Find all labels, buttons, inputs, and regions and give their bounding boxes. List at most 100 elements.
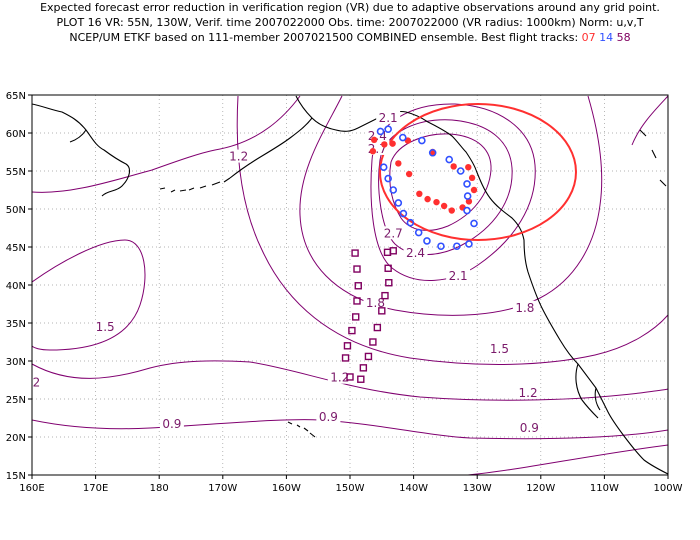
track-point-58 [357, 375, 365, 383]
track-point-14 [414, 228, 423, 237]
track-point-14 [470, 219, 478, 228]
track-point-07 [424, 195, 431, 203]
track-point-14 [384, 174, 392, 183]
track-point-14 [376, 127, 385, 136]
track-point-58 [348, 326, 356, 335]
contour-0-6 [467, 444, 668, 475]
contour-label-bg [381, 226, 406, 240]
y-tick-label: 60N [6, 129, 26, 140]
track-id-07: 07 [581, 31, 596, 44]
contour-1-5-right [236, 95, 668, 365]
track-point-14 [389, 186, 398, 194]
y-tick-label: 35N [6, 319, 26, 330]
track-point-07 [470, 186, 478, 194]
track-point-07 [450, 163, 457, 170]
track-point-58 [373, 323, 382, 332]
contour-2-1 [370, 103, 536, 281]
x-tick-label: 110W [590, 483, 619, 494]
contour-label-bg [226, 149, 251, 163]
track-point-58 [341, 354, 350, 362]
track-id-58: 58 [616, 31, 631, 44]
track-point-07 [465, 164, 472, 171]
contour-labels: 2.12.42.72.72.42.11.8 1.81.51.51.21.2 1.21… [32, 110, 542, 435]
track-id-14: 14 [599, 31, 614, 44]
track-point-07 [395, 160, 402, 167]
contour-2-7 [389, 133, 492, 231]
track-point-14 [463, 180, 471, 188]
track-point-07 [468, 174, 476, 182]
contour-lines [32, 95, 668, 475]
track-point-14 [428, 148, 437, 157]
contour-label: 1.2 [330, 371, 349, 385]
x-tick-label: 150W [336, 483, 365, 494]
y-tick-label: 20N [6, 433, 26, 444]
baja [575, 363, 599, 419]
contour-label: 1.2 [229, 150, 248, 164]
track-point-07 [416, 190, 423, 197]
verification-region-circle [379, 103, 577, 241]
contour-label: 1.8 [366, 296, 385, 310]
contour-label-bg [376, 110, 401, 124]
flight-tracks [341, 125, 478, 383]
track-point-58 [384, 264, 392, 272]
track-point-14 [399, 209, 408, 218]
track-point-14 [398, 133, 407, 142]
track-point-14 [437, 242, 445, 251]
contour-label: 2.1 [379, 111, 398, 125]
gulf-of-california [594, 387, 601, 411]
contour-label: 1.2 [519, 386, 538, 400]
track-point-14 [453, 242, 461, 251]
title-line-2: PLOT 16 VR: 55N, 130W, Verif. time 20070… [56, 16, 644, 29]
y-tick-label: 30N [6, 357, 26, 368]
track-point-58 [378, 307, 386, 315]
contour-label: 0.9 [162, 417, 181, 431]
track-point-14 [384, 125, 392, 133]
contour-label: 2.7 [384, 226, 403, 240]
track-point-07 [369, 148, 377, 155]
track-point-14 [445, 155, 454, 164]
contour-1-8 [299, 95, 603, 316]
track-point-58 [385, 279, 393, 287]
x-tick-label: 170E [83, 483, 108, 494]
x-tick-label: 130W [463, 483, 492, 494]
track-point-14 [463, 206, 471, 215]
contour-label: 1.5 [96, 320, 115, 334]
track-point-07 [389, 140, 396, 147]
contour-label: 1.5 [490, 342, 509, 356]
lat-lon-grid [32, 95, 668, 475]
x-tick-label: 170W [208, 483, 237, 494]
track-14 [376, 125, 478, 251]
contour-label-bg [516, 385, 541, 399]
x-tick-label: 100W [654, 483, 683, 494]
track-point-58 [353, 265, 361, 273]
track-point-14 [465, 240, 473, 248]
contour-label-bg [32, 375, 43, 389]
y-tick-label: 25N [6, 395, 26, 406]
contour-label-bg [517, 420, 542, 434]
y-tick-label: 50N [6, 205, 26, 216]
x-tick-label: 180 [150, 483, 169, 494]
track-point-58 [381, 291, 389, 300]
canada-east [639, 129, 667, 187]
hawaii-islands [287, 421, 316, 438]
track-point-14 [418, 136, 426, 145]
track-point-58 [354, 282, 362, 290]
contour-label: 2.4 [406, 246, 425, 260]
contour-label-bg [93, 319, 118, 333]
track-point-58 [352, 313, 360, 321]
track-point-14 [379, 163, 388, 171]
contour-label: 0.9 [319, 410, 338, 424]
contour-label-bg [512, 300, 537, 314]
alaska-coast [229, 95, 477, 179]
track-point-58 [359, 364, 368, 372]
axis-labels: 160E 170E 180 170W 160W 150W 140W 130W 120W 110W 1… [6, 91, 683, 494]
contour-label-bg [327, 370, 352, 384]
track-point-58 [383, 248, 392, 257]
contour-label-bg [446, 268, 471, 282]
title-line-3-prefix: NCEP/UM ETKF based on 111-member 2007021… [69, 31, 579, 44]
track-58 [341, 247, 397, 383]
y-tick-label: 15N [6, 471, 26, 482]
track-point-07 [440, 202, 448, 210]
title-line-1: Expected forecast error reduction in ver… [40, 1, 660, 14]
